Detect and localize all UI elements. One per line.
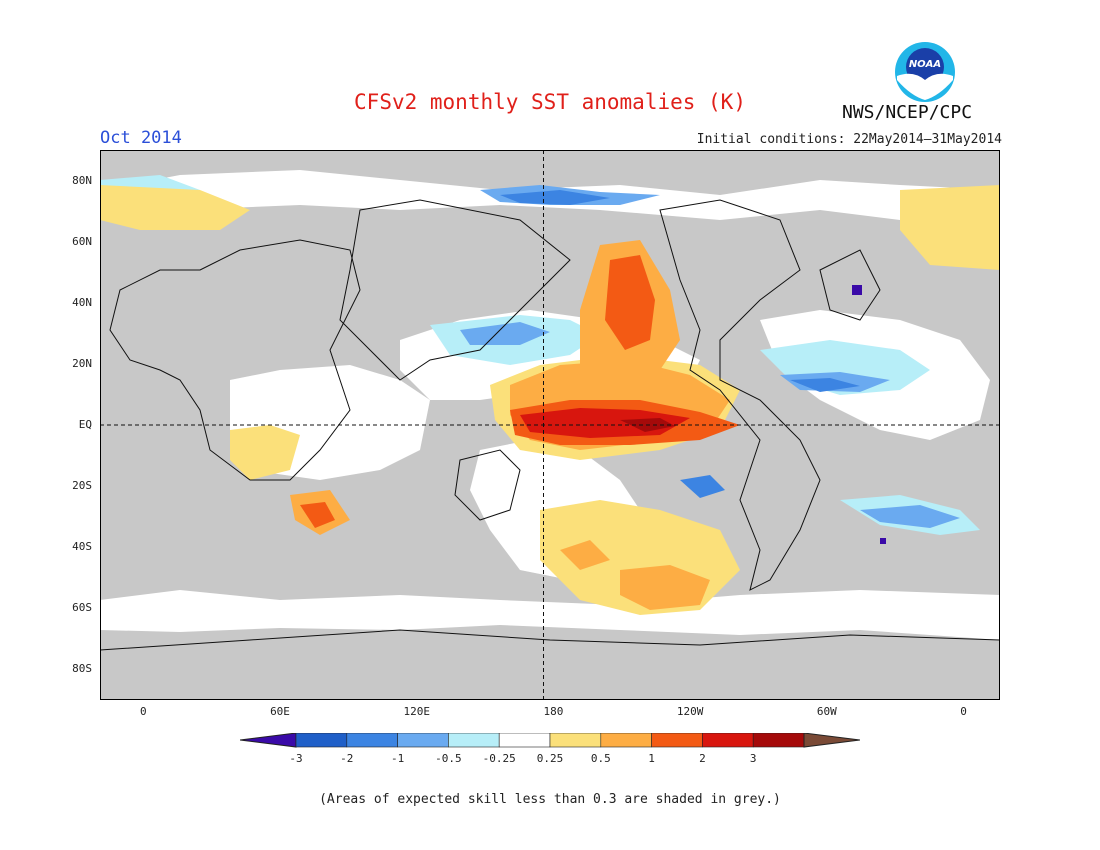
colorbar-level-label: 0.5 (591, 752, 611, 765)
sst-anomaly-map (100, 150, 1000, 700)
cool-anomaly-extreme (852, 285, 886, 544)
colorbar-level-label: -0.5 (435, 752, 462, 765)
longitude-tick-label: 60W (816, 705, 837, 718)
colorbar-swatch (346, 733, 398, 748)
footnote: (Areas of expected skill less than 0.3 a… (319, 792, 781, 807)
initial-conditions: Initial conditions: 22May2014–31May2014 (696, 132, 1002, 147)
longitude-axis: 0 60E 120E 180 120W 60W 0 (100, 703, 1000, 723)
colorbar-level-label: 3 (750, 752, 757, 765)
colorbar-level-label: -3 (289, 752, 302, 765)
colorbar-low-arrow (240, 733, 297, 748)
colorbar-swatch (448, 733, 500, 748)
latitude-axis: 80N 60N 40N 20N EQ 20S 40S 60S 80S (60, 150, 98, 700)
agency-label: NWS/NCEP/CPC (842, 102, 973, 123)
latitude-tick-label: 20N (72, 356, 92, 370)
colorbar-high-arrow (803, 733, 860, 748)
noaa-logo-icon: NOAA (895, 42, 955, 102)
latitude-tick-label: 40N (72, 295, 92, 309)
colorbar-level-label: -1 (391, 752, 404, 765)
colorbar-level-label: -0.25 (483, 752, 516, 765)
colorbar-level-label: 1 (648, 752, 655, 765)
colorbar-level-label: -2 (340, 752, 353, 765)
latitude-tick-label: 60S (72, 601, 92, 615)
colorbar-level-label: 2 (699, 752, 706, 765)
latitude-tick-label: 40S (72, 540, 92, 554)
colorbar-swatch (295, 733, 348, 748)
latitude-tick-label: 20S (72, 479, 92, 493)
svg-text:NOAA: NOAA (909, 59, 941, 70)
longitude-tick-label: 120W (676, 705, 704, 718)
colorbar-swatch (752, 733, 805, 748)
valid-month: Oct 2014 (100, 128, 182, 148)
colorbar-swatch (651, 733, 703, 748)
map-title: CFSv2 monthly SST anomalies (K) (354, 90, 746, 114)
colorbar-swatch (397, 733, 449, 748)
colorbar: -3 -2 -1 -0.5 -0.25 0.25 0.5 1 2 3 (240, 733, 860, 765)
longitude-tick-label: 120E (403, 705, 430, 718)
latitude-tick-label: 80N (72, 173, 92, 187)
latitude-tick-label: EQ (78, 418, 92, 431)
cool-anomaly-strong (500, 190, 860, 498)
longitude-tick-label: 60E (270, 705, 290, 718)
latitude-tick-label: 80S (72, 662, 92, 676)
colorbar-level-label: 0.25 (537, 752, 564, 765)
colorbar-swatch (600, 733, 652, 748)
longitude-tick-label: 0 (139, 705, 147, 718)
longitude-tick-label: 0 (960, 705, 967, 718)
colorbar-swatch (702, 733, 754, 748)
colorbar-swatch (498, 733, 551, 748)
longitude-tick-label: 180 (543, 705, 564, 718)
coastlines (100, 199, 1000, 651)
latitude-tick-label: 60N (72, 234, 92, 248)
colorbar-swatch (549, 733, 602, 748)
